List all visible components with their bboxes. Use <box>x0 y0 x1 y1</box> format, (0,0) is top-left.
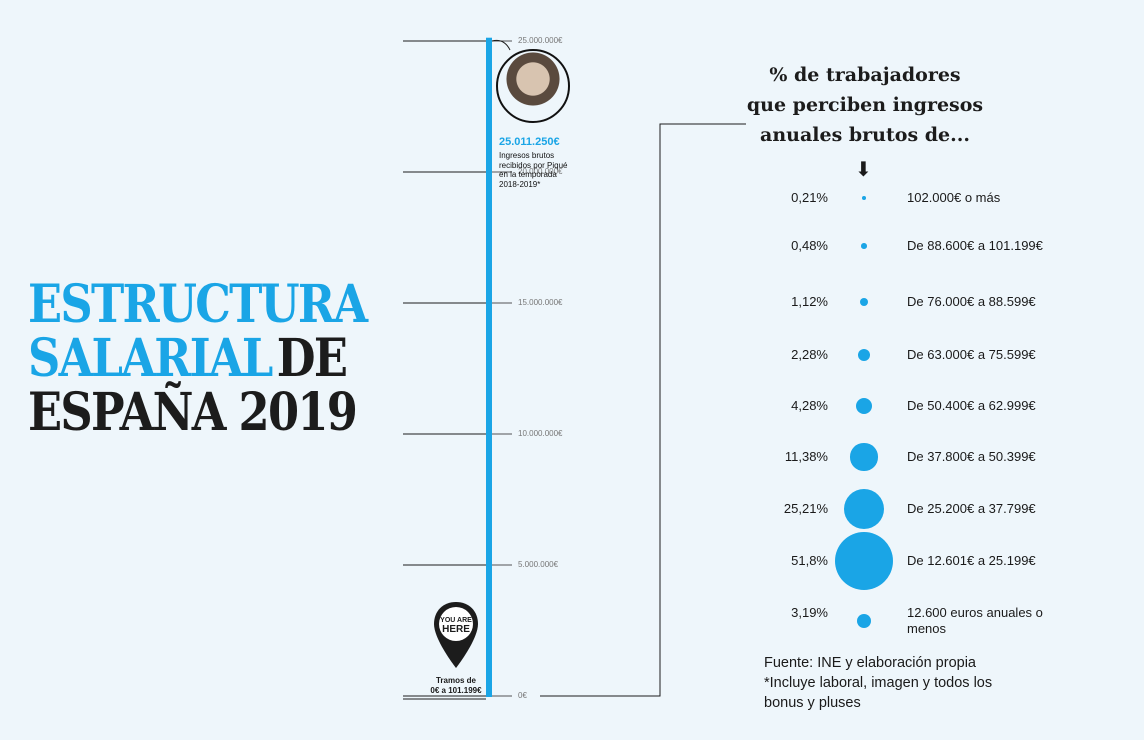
you-are-here-line1: Tramos de <box>435 676 476 685</box>
page-title: ESTRUCTURA SALARIALDE ESPAÑA 2019 <box>28 278 368 443</box>
you-are-here-label: Tramos de 0€ a 101.199€ <box>420 676 492 696</box>
source-line1: Fuente: INE y elaboración propia <box>764 655 976 671</box>
scale-tick-label: 0€ <box>518 691 527 700</box>
row-bubble <box>835 532 893 590</box>
row-range: De 50.400€ a 62.999€ <box>907 398 1036 413</box>
svg-text:YOU ARE: YOU ARE <box>440 617 472 624</box>
right-title-line2: que perciben ingresos <box>746 94 984 116</box>
row-bubble <box>861 243 867 249</box>
title-line2a: SALARIAL <box>28 328 273 389</box>
source-line3: bonus y pluses <box>764 695 861 711</box>
row-range: 12.600 euros anuales o menos <box>907 605 1043 636</box>
connector-line <box>540 123 746 697</box>
row-range: 102.000€ o más <box>907 190 1001 205</box>
pique-note: Ingresos brutos recibidos por Piqué en l… <box>499 151 568 189</box>
row-percentage: 2,28% <box>791 347 828 362</box>
right-title-line1: % de trabajadores <box>769 64 961 86</box>
right-title: % de trabajadores que perciben ingresos … <box>735 60 995 150</box>
row-percentage: 0,21% <box>791 190 828 205</box>
right-title-line3: anuales brutos de... <box>760 124 970 146</box>
scale-tick-label: 5.000.000€ <box>518 560 559 569</box>
row-percentage: 11,38% <box>784 449 828 464</box>
row-percentage: 4,28% <box>791 398 828 413</box>
location-pin-icon: YOU ARE HERE <box>434 602 478 668</box>
row-percentage: 25,21% <box>783 501 828 516</box>
title-line3: ESPAÑA 2019 <box>28 382 358 443</box>
row-bubble <box>856 613 872 629</box>
source-note: Fuente: INE y elaboración propia *Incluy… <box>764 653 992 713</box>
pique-amount: 25.011.250€ <box>499 136 560 148</box>
row-range: De 63.000€ a 75.599€ <box>907 347 1036 362</box>
row-range: De 37.800€ a 50.399€ <box>907 449 1036 464</box>
row-percentage: 3,19% <box>791 605 828 620</box>
row-range: De 12.601€ a 25.199€ <box>907 553 1036 568</box>
row-range: De 76.000€ a 88.599€ <box>907 294 1036 309</box>
scale-tick-label: 20.000.000€ <box>518 167 563 176</box>
pointer-arrow <box>491 39 511 51</box>
row-bubble <box>859 297 869 307</box>
row-bubble <box>850 443 878 471</box>
title-line2b: DE <box>276 328 348 389</box>
source-line2: *Incluye laboral, imagen y todos los <box>764 675 993 691</box>
row-percentage: 51,8% <box>791 553 828 568</box>
row-percentage: 1,12% <box>791 294 828 309</box>
row-bubble <box>843 488 885 530</box>
scale-tick-label: 10.000.000€ <box>518 429 563 438</box>
salary-bar <box>486 37 492 697</box>
svg-text:HERE: HERE <box>442 624 470 635</box>
you-are-here-line2: 0€ a 101.199€ <box>430 686 482 695</box>
scale-tick-label: 25.000.000€ <box>518 36 563 45</box>
title-line1: ESTRUCTURA <box>28 274 368 335</box>
row-bubble <box>855 397 873 415</box>
player-portrait-icon <box>496 49 570 123</box>
scale-tick-label: 15.000.000€ <box>518 298 563 307</box>
arrow-down-icon: ⬇ <box>855 159 872 181</box>
row-range: De 25.200€ a 37.799€ <box>907 501 1036 516</box>
row-bubble <box>857 348 871 362</box>
row-range: De 88.600€ a 101.199€ <box>907 238 1043 253</box>
row-percentage: 0,48% <box>791 238 828 253</box>
row-bubble <box>862 196 866 200</box>
